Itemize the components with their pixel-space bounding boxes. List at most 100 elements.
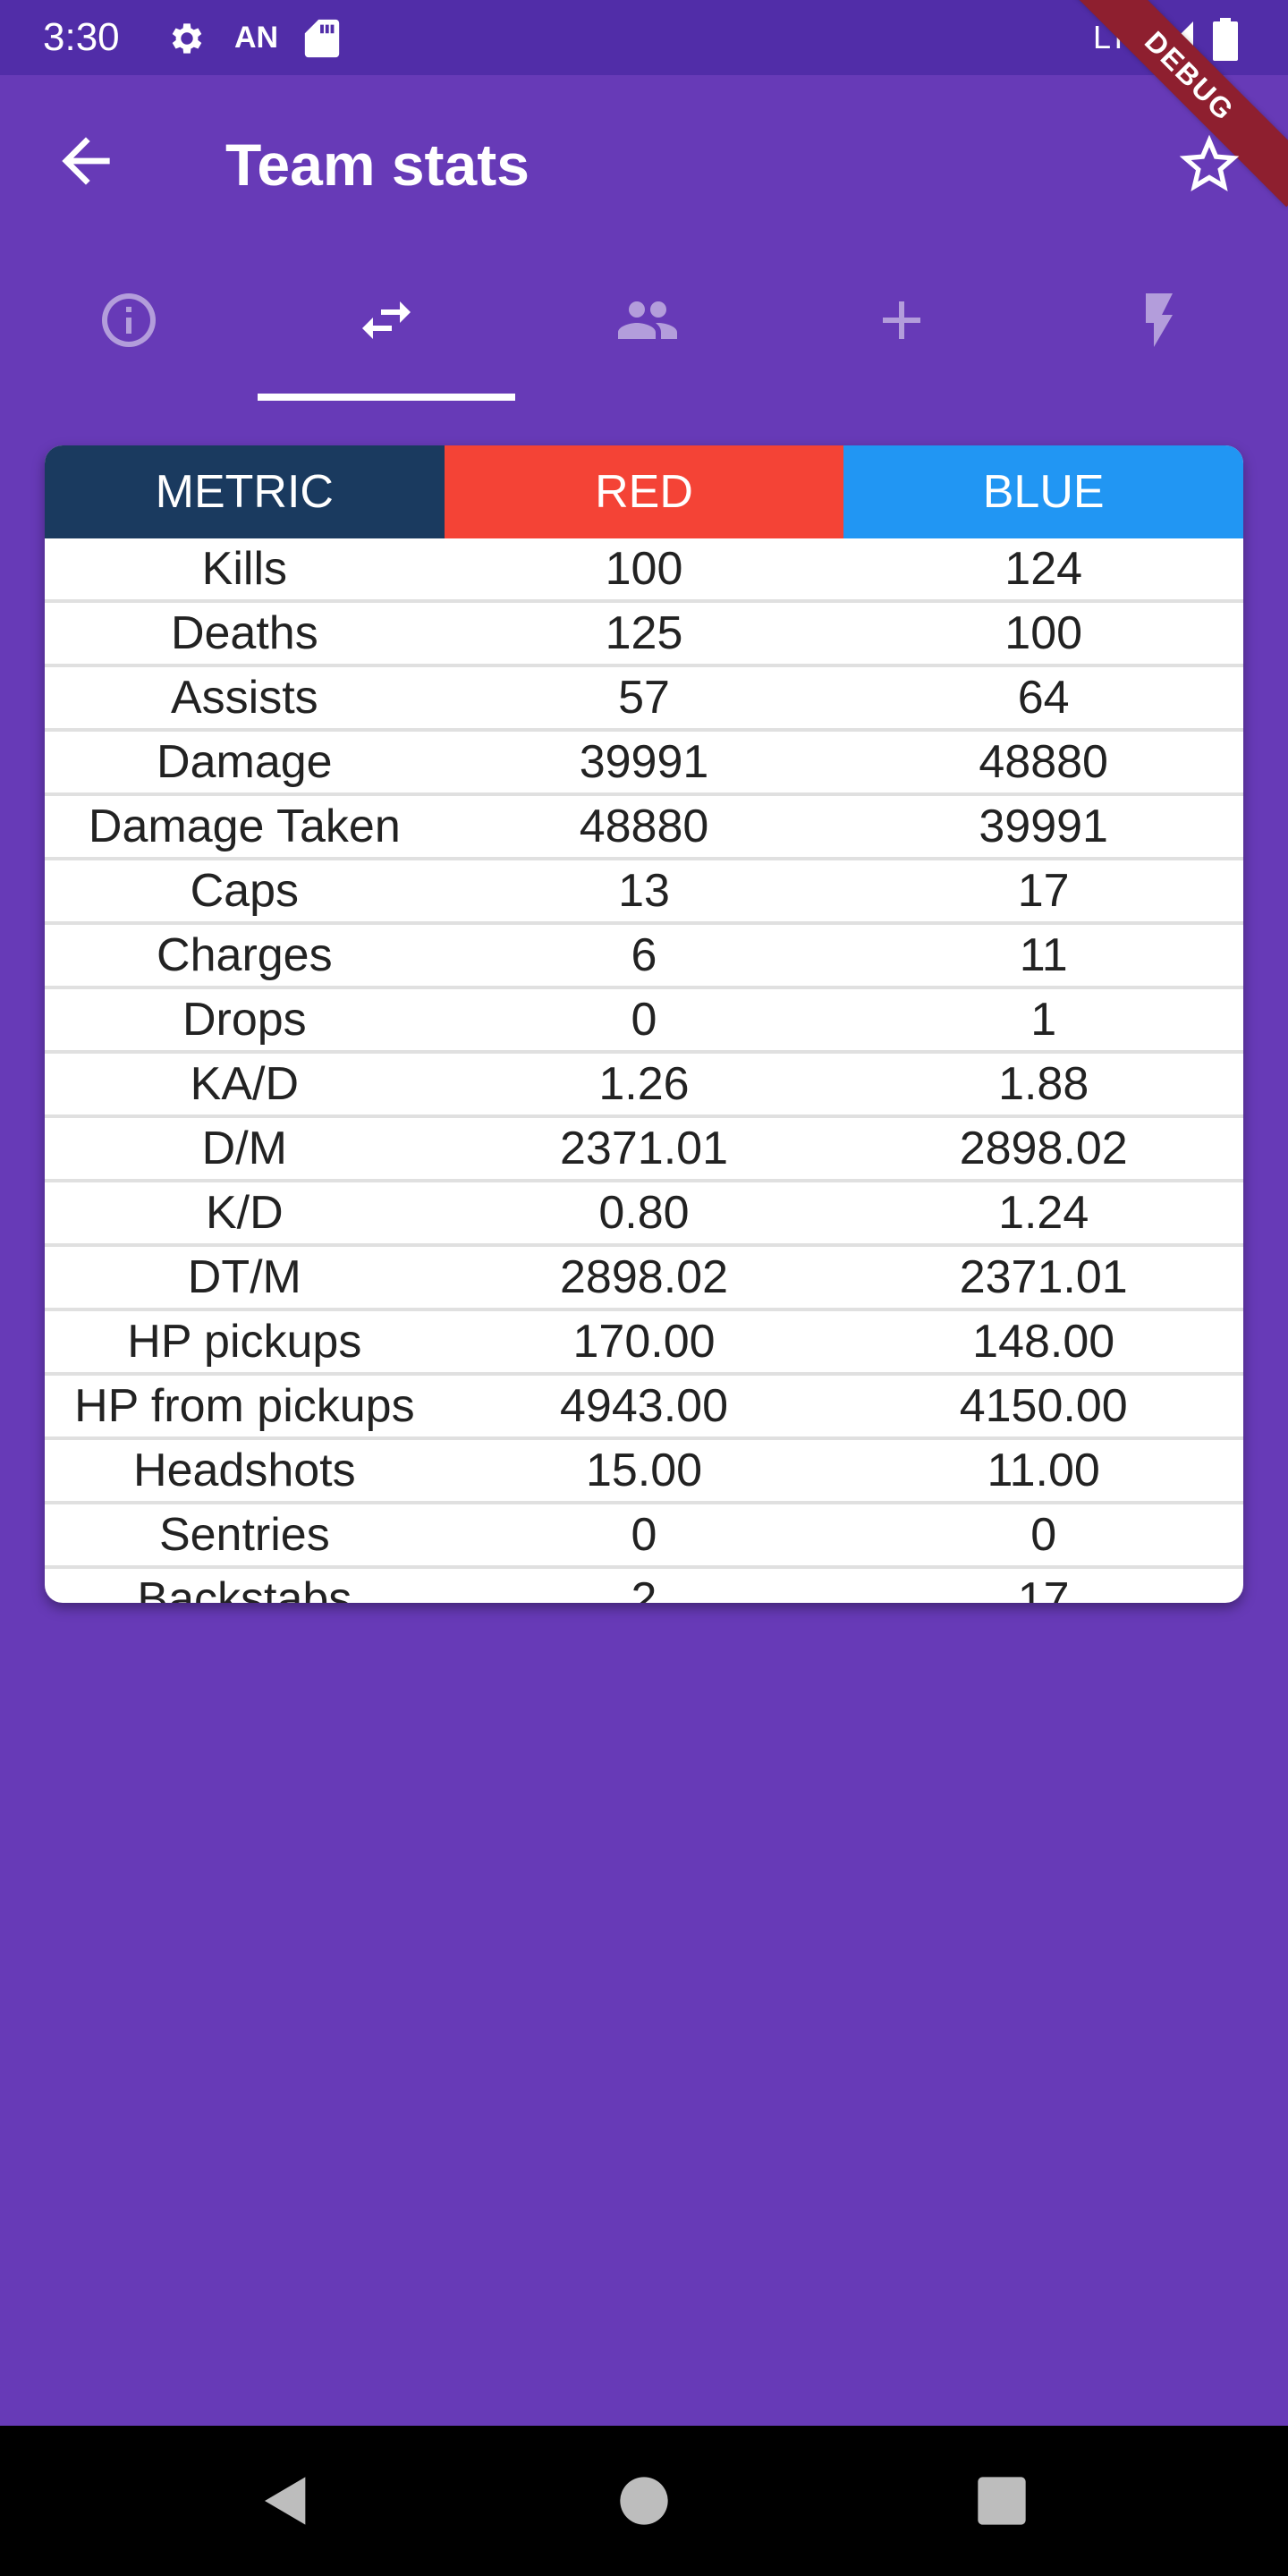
cell-red: 39991 xyxy=(579,736,709,788)
tab-bar xyxy=(0,250,1288,401)
table-row: Damage Taken 48880 39991 xyxy=(45,796,1243,860)
cell-metric: Headshots xyxy=(133,1445,356,1496)
table-row: Caps 13 17 xyxy=(45,860,1243,925)
table-row: HP from pickups 4943.00 4150.00 xyxy=(45,1376,1243,1440)
cell-blue: 17 xyxy=(1017,1573,1070,1603)
cell-blue: 11 xyxy=(1019,929,1068,981)
nav-home-icon[interactable] xyxy=(615,2472,673,2529)
plus-icon xyxy=(883,301,920,339)
cell-blue: 39991 xyxy=(979,801,1108,852)
people-icon xyxy=(618,301,677,339)
cell-blue: 64 xyxy=(1017,672,1070,724)
table-row: Headshots 15.00 11.00 xyxy=(45,1440,1243,1504)
cell-metric: HP pickups xyxy=(127,1316,362,1368)
cell-red: 2898.02 xyxy=(560,1251,728,1303)
stats-table: METRIC RED BLUE Kills 100 124 Deaths 125 100 A… xyxy=(45,445,1243,1603)
cell-blue: 2898.02 xyxy=(959,1123,1128,1174)
cell-metric: Damage xyxy=(157,736,333,788)
swap-arrows-icon xyxy=(362,301,411,339)
cell-metric: Drops xyxy=(182,994,307,1046)
cell-red: 125 xyxy=(605,607,683,659)
table-body: Kills 100 124 Deaths 125 100 Assists 57 64 Damage… xyxy=(45,538,1243,1603)
cell-blue: 11.00 xyxy=(987,1445,1100,1496)
cell-blue: 1 xyxy=(1030,994,1057,1046)
cell-metric: Charges xyxy=(157,929,333,981)
cell-blue: 148.00 xyxy=(972,1316,1115,1368)
nav-recents-icon[interactable] xyxy=(973,2472,1030,2529)
cell-blue: 4150.00 xyxy=(959,1380,1128,1432)
cell-red: 13 xyxy=(618,865,670,917)
cell-metric: Assists xyxy=(170,672,318,724)
table-row: Deaths 125 100 xyxy=(45,603,1243,667)
cell-red: 48880 xyxy=(579,801,709,852)
cell-red: 2371.01 xyxy=(560,1123,728,1174)
cell-metric: Deaths xyxy=(170,607,318,659)
cell-red: 6 xyxy=(631,929,657,981)
cell-red: 1.26 xyxy=(598,1058,690,1110)
nav-back-icon[interactable] xyxy=(258,2472,315,2529)
status-an-label: AN xyxy=(234,21,279,55)
table-row: Assists 57 64 xyxy=(45,667,1243,732)
cell-metric: Caps xyxy=(190,865,300,917)
cell-red: 0.80 xyxy=(598,1187,690,1239)
cell-metric: Backstabs xyxy=(137,1573,352,1603)
cell-red: 0 xyxy=(631,994,657,1046)
cell-metric: Kills xyxy=(201,543,287,595)
cell-red: 15.00 xyxy=(585,1445,703,1496)
cell-blue: 48880 xyxy=(979,736,1108,788)
tab-players[interactable] xyxy=(515,250,773,401)
system-nav-bar xyxy=(0,2426,1288,2576)
cell-blue: 2371.01 xyxy=(959,1251,1128,1303)
tab-info[interactable] xyxy=(0,250,258,401)
sd-card-icon xyxy=(304,19,340,58)
tab-plus[interactable] xyxy=(773,250,1030,401)
table-row: DT/M 2898.02 2371.01 xyxy=(45,1247,1243,1311)
status-time: 3:30 xyxy=(43,15,120,59)
table-header: METRIC RED BLUE xyxy=(45,445,1243,538)
cell-red: 57 xyxy=(618,672,670,724)
lightning-icon xyxy=(1146,293,1173,347)
status-bar: 3:30 AN LTE xyxy=(0,0,1288,75)
cell-blue: 1.88 xyxy=(998,1058,1089,1110)
tab-compare[interactable] xyxy=(258,250,515,401)
cell-red: 4943.00 xyxy=(560,1380,728,1432)
arrow-back-icon[interactable] xyxy=(50,125,122,197)
cell-metric: K/D xyxy=(205,1187,284,1239)
cell-blue: 0 xyxy=(1030,1509,1057,1561)
table-row: Sentries 0 0 xyxy=(45,1504,1243,1569)
tab-indicator xyxy=(258,394,515,401)
table-row: Damage 39991 48880 xyxy=(45,732,1243,796)
gear-icon xyxy=(172,23,202,54)
table-row: HP pickups 170.00 148.00 xyxy=(45,1311,1243,1376)
table-row: Kills 100 124 xyxy=(45,538,1243,603)
header-red: RED xyxy=(444,445,844,538)
header-metric: METRIC xyxy=(45,445,445,538)
cell-metric: Damage Taken xyxy=(88,801,401,852)
cell-metric: KA/D xyxy=(190,1058,300,1110)
cell-blue: 124 xyxy=(1004,543,1083,595)
cell-red: 0 xyxy=(631,1509,657,1561)
cell-blue: 1.24 xyxy=(998,1187,1089,1239)
table-row: D/M 2371.01 2898.02 xyxy=(45,1118,1243,1182)
header-blue: BLUE xyxy=(843,445,1243,538)
tab-lightning[interactable] xyxy=(1030,250,1288,401)
table-row: Charges 6 11 xyxy=(45,925,1243,989)
cell-metric: DT/M xyxy=(187,1251,301,1303)
cell-metric: HP from pickups xyxy=(74,1380,415,1432)
table-row: Drops 0 1 xyxy=(45,989,1243,1054)
cell-metric: D/M xyxy=(201,1123,287,1174)
table-row: Backstabs 2 17 xyxy=(45,1569,1243,1603)
battery-icon xyxy=(1213,18,1238,61)
table-row: KA/D 1.26 1.88 xyxy=(45,1054,1243,1118)
cell-red: 2 xyxy=(631,1573,657,1603)
star-outline-icon[interactable] xyxy=(1174,129,1245,200)
info-icon xyxy=(102,293,156,347)
app-bar: Team stats xyxy=(0,75,1288,250)
cell-red: 100 xyxy=(605,543,683,595)
cell-blue: 17 xyxy=(1017,865,1070,917)
page-title: Team stats xyxy=(225,131,530,198)
cell-metric: Sentries xyxy=(158,1509,330,1561)
cell-blue: 100 xyxy=(1004,607,1083,659)
table-row: K/D 0.80 1.24 xyxy=(45,1182,1243,1247)
cell-red: 170.00 xyxy=(572,1316,716,1368)
